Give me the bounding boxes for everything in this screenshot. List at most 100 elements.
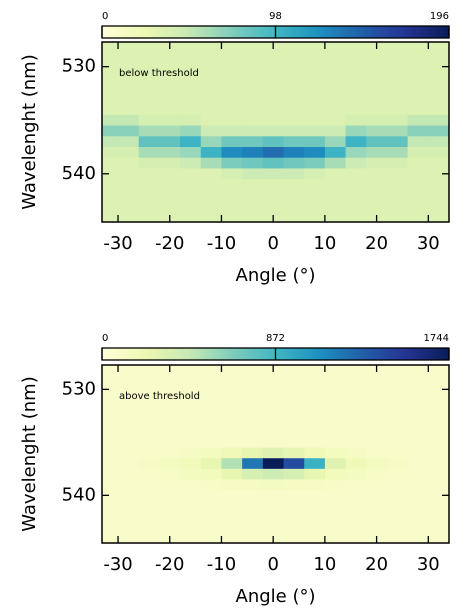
heatmap-cell: [366, 93, 388, 105]
heatmap-cell: [138, 104, 160, 116]
heatmap-cell: [200, 200, 222, 212]
heatmap-cell: [428, 42, 449, 52]
heatmap-cell: [242, 114, 264, 127]
heatmap-cell: [283, 479, 305, 491]
heatmap-cell: [180, 211, 202, 222]
heatmap-cell: [200, 394, 222, 406]
heatmap-cell: [386, 82, 409, 94]
heatmap-cell: [345, 426, 367, 438]
heatmap-cell: [304, 458, 326, 470]
heatmap-cell: [386, 511, 409, 523]
heatmap-cell: [118, 72, 140, 84]
heatmap-cell: [324, 189, 347, 202]
heatmap-cell: [262, 384, 285, 396]
heatmap-cell: [428, 384, 449, 396]
y-tick-label: 530: [62, 378, 96, 399]
heatmap-cell: [118, 168, 140, 180]
heatmap-cell: [407, 72, 429, 84]
heatmap-cell: [386, 104, 409, 116]
heatmap-cell: [138, 114, 160, 127]
heatmap-cell: [262, 426, 285, 438]
heatmap-cell: [102, 157, 119, 169]
heatmap-cell: [283, 93, 305, 105]
heatmap-cell: [407, 479, 429, 491]
heatmap-cell: [428, 521, 449, 533]
heatmap-cell: [428, 447, 449, 459]
heatmap-cell: [221, 426, 243, 438]
heatmap-cell: [200, 426, 222, 438]
heatmap-cell: [366, 179, 388, 191]
heatmap-cell: [386, 468, 409, 480]
heatmap-cell: [324, 168, 347, 180]
heatmap-cell: [283, 147, 305, 159]
heatmap-cell: [159, 104, 181, 116]
heatmap-cell: [428, 468, 449, 480]
heatmap-cell: [324, 114, 347, 127]
heatmap-cell: [200, 458, 222, 470]
heatmap-cell: [407, 415, 429, 427]
heatmap-cell: [366, 468, 388, 480]
heatmap-cell: [200, 437, 222, 449]
heatmap-cell: [304, 179, 326, 191]
heatmap-cell: [304, 468, 326, 480]
heatmap-cell: [180, 437, 202, 449]
heatmap-cell: [102, 72, 119, 84]
heatmap-cell: [242, 415, 264, 427]
heatmap-cell: [118, 405, 140, 417]
heatmap-cell: [118, 147, 140, 159]
heatmap-cell: [221, 168, 243, 180]
heatmap-cell: [180, 147, 202, 159]
heatmap-cell: [118, 104, 140, 116]
heatmap-cell: [407, 405, 429, 417]
heatmap-cell: [102, 82, 119, 94]
heatmap-cell: [386, 61, 409, 73]
heatmap-cell: [324, 373, 347, 385]
heatmap-cell: [345, 384, 367, 396]
heatmap-cell: [407, 500, 429, 512]
annotation: below threshold: [119, 68, 199, 79]
heatmap-cell: [180, 532, 202, 543]
heatmap-cell: [262, 458, 285, 470]
heatmap-cell: [304, 394, 326, 406]
heatmap-cell: [283, 384, 305, 396]
heatmap-cell: [118, 136, 140, 148]
heatmap-cell: [138, 500, 160, 512]
heatmap-cell: [428, 82, 449, 94]
heatmap-cell: [304, 50, 326, 62]
x-tick-label: 20: [365, 554, 388, 575]
heatmap-cell: [304, 426, 326, 438]
heatmap-cell: [180, 490, 202, 502]
heatmap-cell: [304, 104, 326, 116]
heatmap-cell: [102, 147, 119, 159]
heatmap-cell: [200, 50, 222, 62]
heatmap-cell: [200, 468, 222, 480]
heatmap-cell: [180, 458, 202, 470]
heatmap-cell: [200, 479, 222, 491]
heatmap-cell: [200, 211, 222, 222]
heatmap-cell: [324, 365, 347, 374]
heatmap-cell: [138, 437, 160, 449]
heatmap-cell: [159, 50, 181, 62]
heatmap-cell: [386, 415, 409, 427]
heatmap-cell: [102, 394, 119, 406]
heatmap-cell: [200, 114, 222, 127]
heatmap-cell: [102, 50, 119, 62]
heatmap-cell: [345, 125, 367, 137]
heatmap-cell: [428, 211, 449, 222]
heatmap-cell: [304, 532, 326, 543]
heatmap-cell: [180, 500, 202, 512]
heatmap-cell: [221, 479, 243, 491]
x-tick-label: -10: [207, 554, 236, 575]
heatmap-cell: [180, 384, 202, 396]
heatmap-cell: [407, 179, 429, 191]
heatmap-cell: [242, 157, 264, 169]
heatmap-cell: [221, 93, 243, 105]
heatmap-cell: [345, 500, 367, 512]
heatmap-cell: [324, 93, 347, 105]
heatmap-cell: [200, 104, 222, 116]
x-tick-label: -30: [103, 554, 132, 575]
heatmap-cell: [428, 147, 449, 159]
heatmap-cell: [242, 136, 264, 148]
heatmap-cell: [180, 426, 202, 438]
heatmap-cell: [200, 93, 222, 105]
